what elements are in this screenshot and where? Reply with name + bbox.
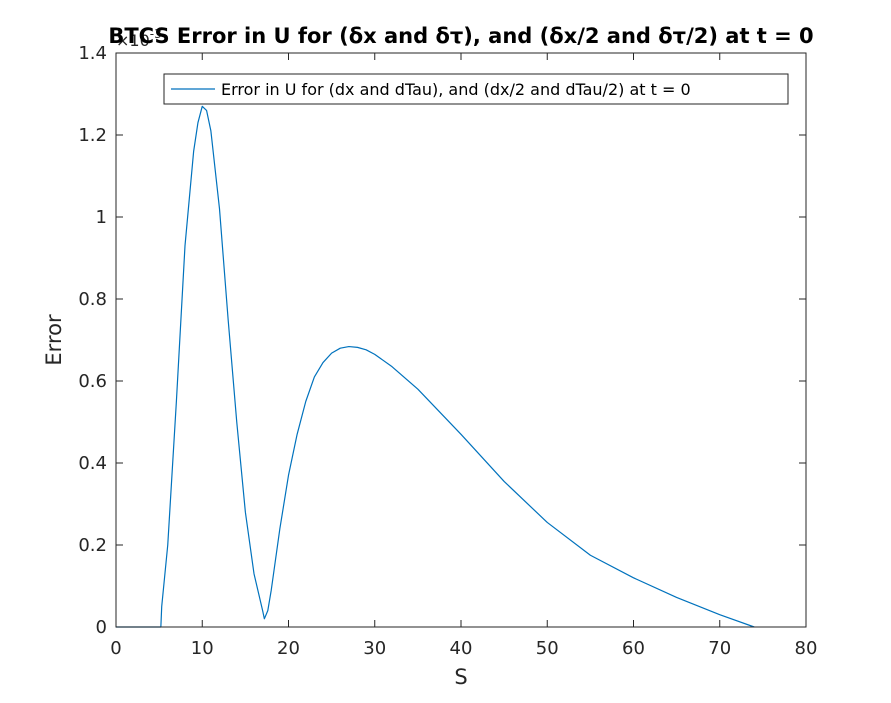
y-axis-ticks: 0 0.2 0.4 0.6 0.8 1 1.2 1.4	[78, 43, 806, 638]
x-tick-label: 60	[622, 638, 645, 659]
x-tick-label: 40	[450, 638, 473, 659]
y-tick-label: 0.8	[78, 289, 107, 310]
chart-title: BTCS Error in U for (δx and δτ), and (δx…	[108, 24, 813, 48]
y-tick-label: 0	[96, 617, 107, 638]
y-tick-label: 1	[96, 207, 107, 228]
x-tick-label: 70	[708, 638, 731, 659]
x-tick-label: 0	[110, 638, 121, 659]
x-axis-label: S	[454, 665, 467, 689]
y-axis-label: Error	[42, 314, 66, 366]
legend-entry: Error in U for (dx and dTau), and (dx/2 …	[221, 80, 691, 99]
series-line-0	[116, 105, 755, 628]
y-tick-label: 0.4	[78, 453, 107, 474]
y-tick-label: 1.4	[78, 43, 107, 64]
x-axis-ticks: 0 10 20 30 40 50 60 70 80	[110, 53, 817, 659]
x-tick-label: 20	[277, 638, 300, 659]
x-tick-label: 50	[536, 638, 559, 659]
x-tick-label: 10	[191, 638, 214, 659]
legend: Error in U for (dx and dTau), and (dx/2 …	[163, 73, 789, 105]
series-layer	[116, 105, 755, 628]
x-tick-label: 80	[795, 638, 818, 659]
x-tick-label: 30	[363, 638, 386, 659]
plot-area	[116, 53, 806, 627]
y-tick-label: 0.6	[78, 371, 107, 392]
y-tick-label: 1.2	[78, 125, 107, 146]
y-axis-exponent: ×10-3	[116, 27, 162, 50]
legend-box	[163, 73, 789, 105]
y-tick-label: 0.2	[78, 535, 107, 556]
